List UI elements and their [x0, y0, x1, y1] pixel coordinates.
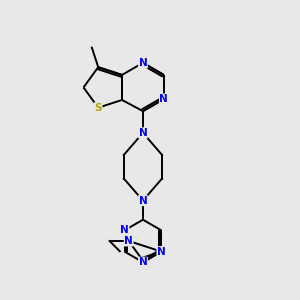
Text: N: N	[139, 128, 147, 138]
Text: S: S	[94, 103, 102, 113]
Text: N: N	[139, 58, 147, 68]
Text: N: N	[120, 225, 129, 235]
Text: N: N	[139, 196, 147, 206]
Text: N: N	[124, 236, 133, 246]
Text: N: N	[139, 257, 147, 267]
Text: N: N	[157, 247, 166, 256]
Text: N: N	[160, 94, 168, 104]
